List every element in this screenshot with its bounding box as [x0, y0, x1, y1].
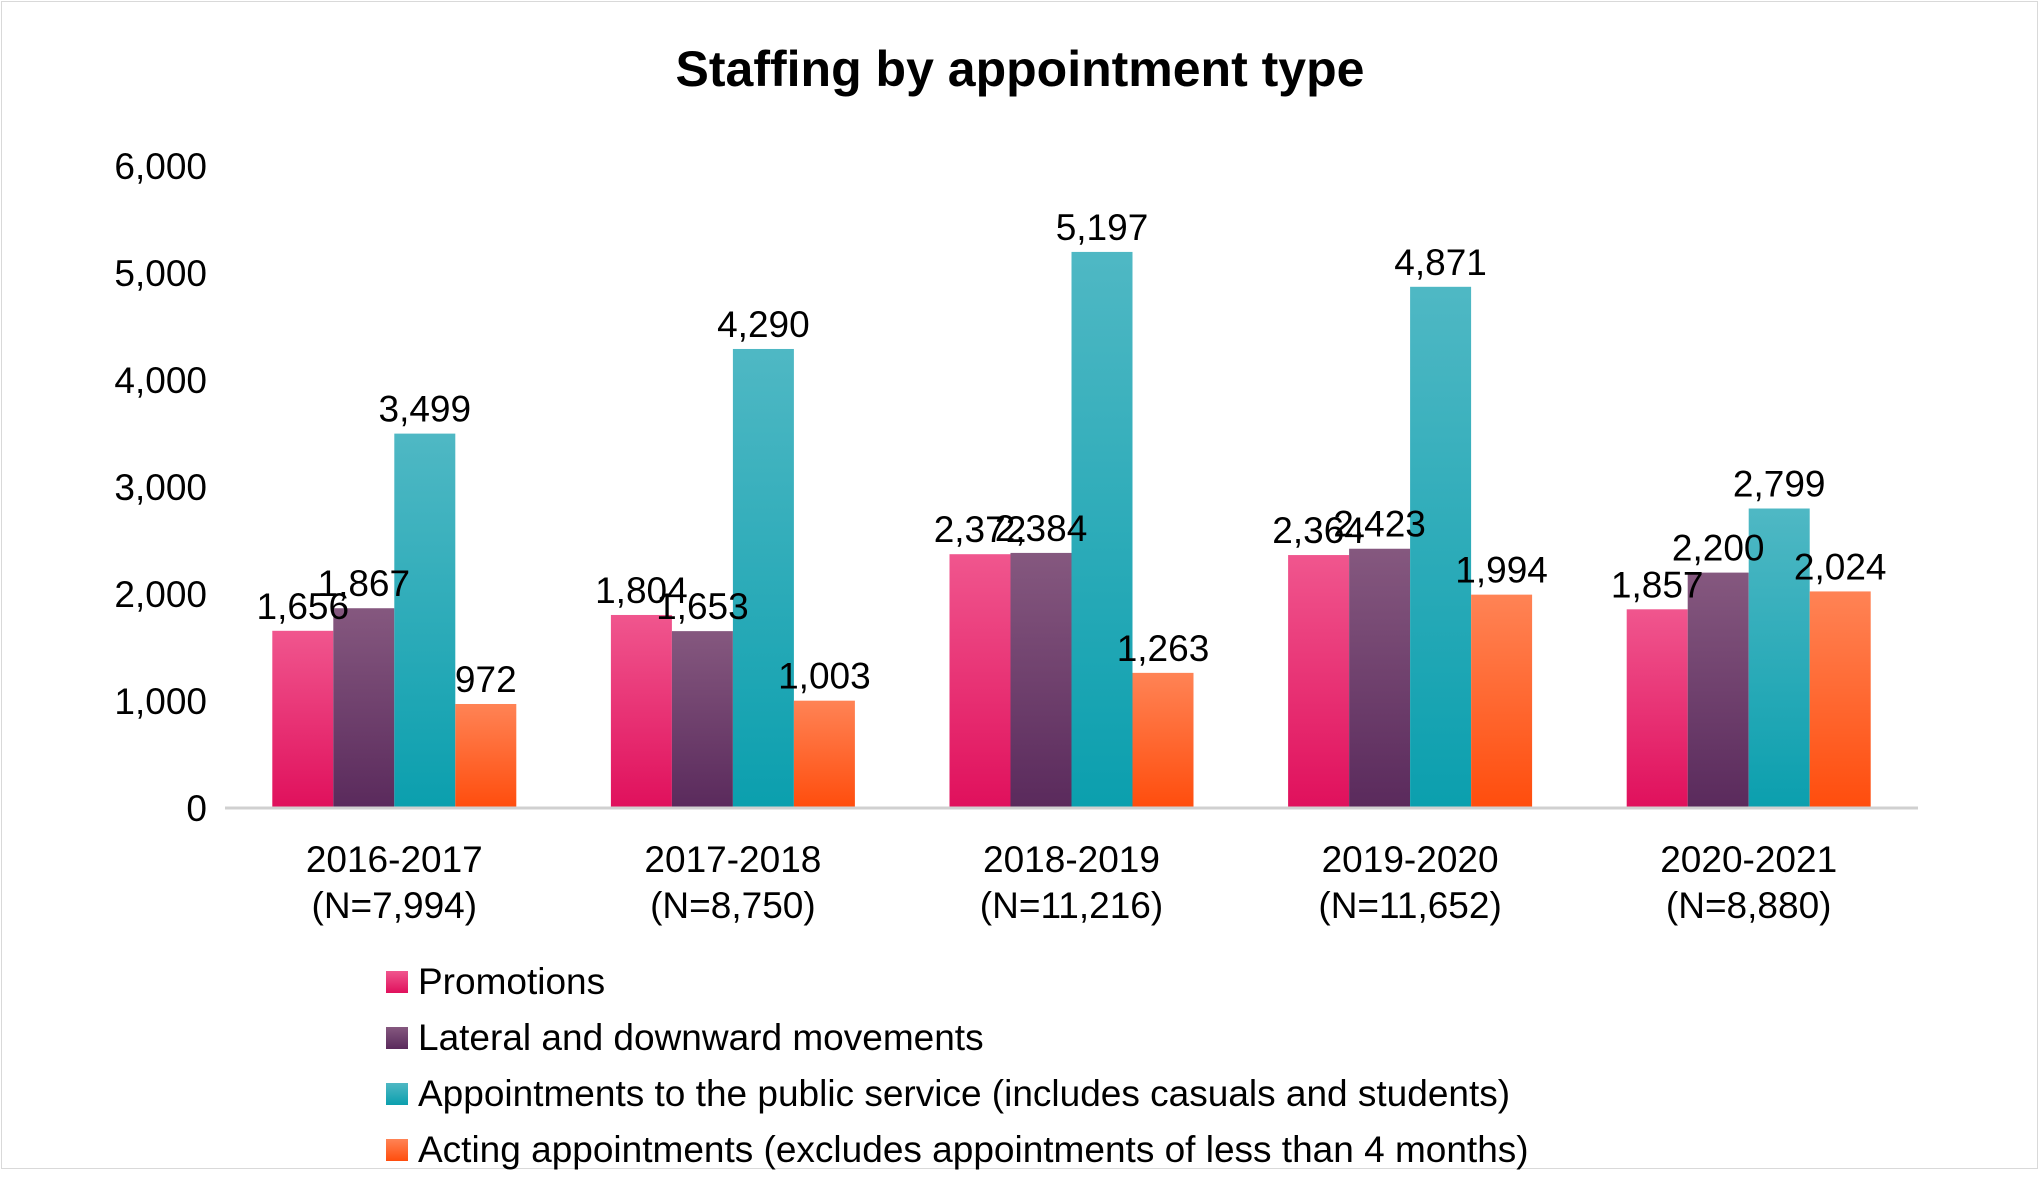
x-tick-label: 2016-2017 [306, 839, 483, 880]
bar[interactable] [793, 700, 855, 808]
x-tick-label: 2020-2021 [1660, 839, 1837, 880]
bar[interactable] [1132, 672, 1194, 808]
data-label: 4,290 [717, 304, 810, 345]
x-axis: 2016-2017 (N=7,994) 2017-2018 (N=8,750) 2018… [225, 806, 1918, 926]
data-label: 1,867 [318, 563, 411, 604]
data-label: 1,857 [1611, 564, 1704, 605]
x-tick-label: 2018-2019 [983, 839, 1160, 880]
bar[interactable] [1410, 286, 1472, 809]
bar[interactable] [610, 614, 672, 808]
data-label: 1,656 [257, 586, 350, 627]
x-tick-sublabel: (N=11,216) [980, 885, 1163, 926]
legend-label: Appointments to the public service (incl… [418, 1073, 1511, 1114]
x-tick-sublabel: (N=8,880) [1666, 885, 1832, 926]
data-label: 3,499 [379, 389, 472, 430]
bar[interactable] [1010, 552, 1072, 808]
chart-title: Staffing by appointment type [676, 41, 1365, 97]
bar[interactable] [333, 608, 395, 808]
bar[interactable] [949, 554, 1011, 808]
legend-item-lateral[interactable]: Lateral and downward movements [386, 1010, 1529, 1066]
data-label: 5,197 [1056, 207, 1149, 248]
data-label: 1,804 [595, 570, 688, 611]
x-tick-sublabel: (N=7,994) [312, 885, 478, 926]
bar[interactable] [455, 703, 517, 808]
bars [272, 251, 1871, 809]
x-tick-label: 2017-2018 [644, 839, 821, 880]
legend-label: Lateral and downward movements [418, 1017, 984, 1058]
legend-swatch [386, 1027, 408, 1049]
data-label: 4,871 [1394, 242, 1487, 283]
y-tick-label: 2,000 [114, 574, 207, 615]
legend-item-appointments[interactable]: Appointments to the public service (incl… [386, 1066, 1529, 1122]
bar[interactable] [272, 630, 334, 808]
y-tick-label: 5,000 [114, 253, 207, 294]
data-label: 2,200 [1672, 528, 1765, 569]
legend: Promotions Lateral and downward movement… [386, 954, 1529, 1178]
data-label: 972 [455, 659, 517, 700]
data-label: 2,423 [1333, 504, 1426, 545]
bar[interactable] [671, 631, 733, 808]
data-label: 2,024 [1794, 546, 1887, 587]
legend-swatch [386, 1083, 408, 1105]
bar[interactable] [1288, 555, 1350, 808]
x-tick-sublabel: (N=8,750) [650, 885, 816, 926]
y-tick-label: 1,000 [114, 681, 207, 722]
legend-label: Acting appointments (excludes appointmen… [418, 1129, 1529, 1170]
y-tick-label: 0 [186, 788, 207, 829]
data-label: 2,372 [934, 509, 1027, 550]
bar[interactable] [1071, 251, 1133, 808]
bar[interactable] [1748, 508, 1810, 808]
data-label: 1,994 [1455, 550, 1548, 591]
y-tick-label: 4,000 [114, 360, 207, 401]
legend-label: Promotions [418, 961, 606, 1002]
y-tick-label: 3,000 [114, 467, 207, 508]
legend-item-promotions[interactable]: Promotions [386, 954, 1529, 1010]
legend-swatch [386, 971, 408, 993]
y-axis: 6,000 5,000 4,000 3,000 2,000 1,000 0 [114, 146, 207, 829]
bar[interactable] [1687, 572, 1749, 808]
data-label: 2,384 [995, 508, 1088, 549]
bar[interactable] [1809, 591, 1871, 808]
bar[interactable] [394, 433, 456, 808]
y-tick-label: 6,000 [114, 146, 207, 187]
data-label: 2,799 [1733, 464, 1826, 505]
legend-swatch [386, 1139, 408, 1161]
data-label: 1,263 [1117, 628, 1210, 669]
x-tick-sublabel: (N=11,652) [1318, 885, 1501, 926]
data-label: 1,653 [656, 586, 749, 627]
x-tick-label: 2019-2020 [1322, 839, 1499, 880]
bar[interactable] [1626, 609, 1688, 808]
bar[interactable] [1471, 594, 1533, 808]
data-label: 2,364 [1272, 510, 1365, 551]
data-label: 1,003 [778, 656, 871, 697]
bar[interactable] [1349, 548, 1411, 808]
legend-item-acting[interactable]: Acting appointments (excludes appointmen… [386, 1122, 1529, 1178]
bar[interactable] [732, 348, 794, 808]
